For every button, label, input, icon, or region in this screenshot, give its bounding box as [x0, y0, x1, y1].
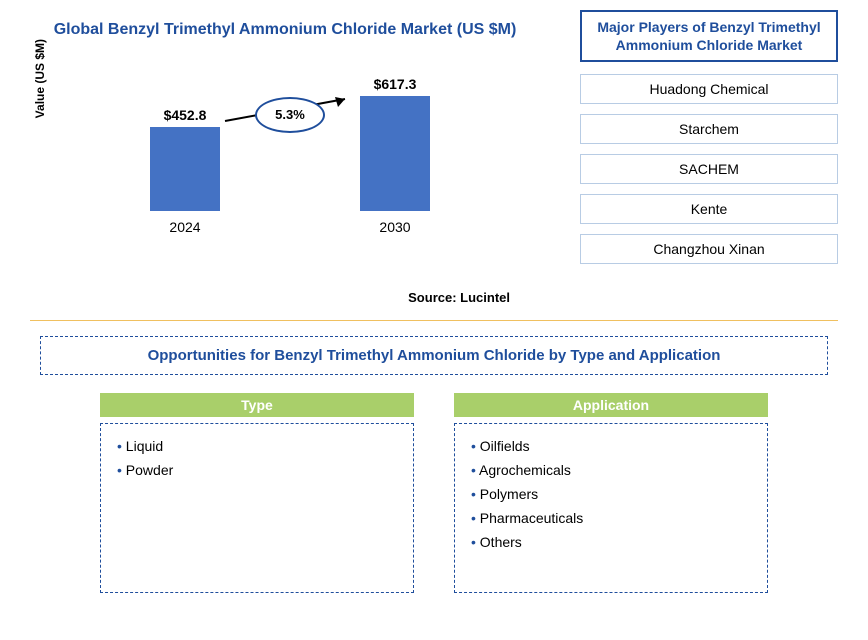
opportunities-title: Opportunities for Benzyl Trimethyl Ammon…: [40, 336, 828, 375]
bar-chart: Value (US $M) $452.8 2024 $617.3 2030 5.…: [90, 61, 510, 241]
cagr-bubble: 5.3%: [255, 97, 325, 133]
player-box: Starchem: [580, 114, 838, 144]
bottom-section: Opportunities for Benzyl Trimethyl Ammon…: [0, 321, 868, 608]
type-column: Type Liquid Powder: [100, 393, 414, 593]
bar-2024: [150, 127, 220, 211]
list-item: Oilfields: [471, 434, 751, 458]
list-item: Agrochemicals: [471, 458, 751, 482]
y-axis-label: Value (US $M): [33, 39, 47, 118]
player-box: SACHEM: [580, 154, 838, 184]
chart-title: Global Benzyl Trimethyl Ammonium Chlorid…: [30, 20, 540, 41]
list-item: Pharmaceuticals: [471, 506, 751, 530]
chart-panel: Global Benzyl Trimethyl Ammonium Chlorid…: [0, 0, 570, 320]
x-label-2024: 2024: [150, 219, 220, 235]
opportunities-columns: Type Liquid Powder Application Oilfields…: [40, 393, 828, 593]
player-box: Kente: [580, 194, 838, 224]
players-title: Major Players of Benzyl Trimethyl Ammoni…: [580, 10, 838, 62]
application-box: Oilfields Agrochemicals Polymers Pharmac…: [454, 423, 768, 593]
cagr-value: 5.3%: [275, 107, 305, 122]
source-label: Source: Lucintel: [408, 290, 510, 305]
list-item: Liquid: [117, 434, 397, 458]
top-section: Global Benzyl Trimethyl Ammonium Chlorid…: [0, 0, 868, 320]
bar-2030: [360, 96, 430, 211]
player-box: Huadong Chemical: [580, 74, 838, 104]
type-header: Type: [100, 393, 414, 417]
bar-2024-value: $452.8: [145, 107, 225, 123]
bar-2030-value: $617.3: [355, 76, 435, 92]
application-header: Application: [454, 393, 768, 417]
list-item: Others: [471, 530, 751, 554]
players-panel: Major Players of Benzyl Trimethyl Ammoni…: [570, 0, 868, 320]
x-label-2030: 2030: [360, 219, 430, 235]
type-box: Liquid Powder: [100, 423, 414, 593]
application-column: Application Oilfields Agrochemicals Poly…: [454, 393, 768, 593]
list-item: Powder: [117, 458, 397, 482]
list-item: Polymers: [471, 482, 751, 506]
player-box: Changzhou Xinan: [580, 234, 838, 264]
